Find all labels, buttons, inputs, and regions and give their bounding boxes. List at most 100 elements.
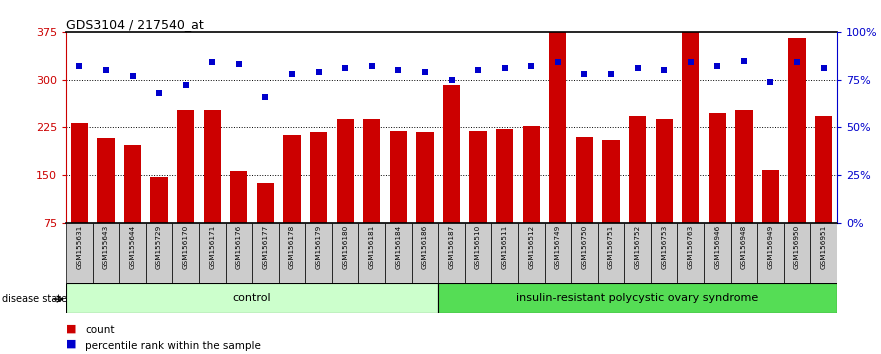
- Bar: [549, 32, 566, 223]
- Bar: [173, 223, 199, 283]
- Bar: [256, 183, 274, 223]
- Text: GSM155643: GSM155643: [103, 225, 109, 269]
- Text: GSM156512: GSM156512: [529, 225, 534, 269]
- Point: [72, 63, 86, 69]
- Bar: [66, 223, 93, 283]
- Bar: [603, 140, 619, 223]
- Bar: [337, 119, 354, 223]
- Bar: [597, 223, 625, 283]
- Bar: [811, 223, 837, 283]
- Point: [577, 71, 591, 77]
- Text: GSM156752: GSM156752: [634, 225, 640, 269]
- Text: GSM156753: GSM156753: [661, 225, 667, 269]
- Bar: [389, 131, 407, 223]
- Text: ■: ■: [66, 339, 77, 349]
- Bar: [470, 131, 486, 223]
- Text: GSM156180: GSM156180: [342, 225, 348, 269]
- Bar: [359, 223, 385, 283]
- Bar: [278, 223, 306, 283]
- Bar: [226, 223, 252, 283]
- Point: [684, 59, 698, 65]
- Text: GDS3104 / 217540_at: GDS3104 / 217540_at: [66, 18, 204, 31]
- Text: GSM155631: GSM155631: [77, 225, 82, 269]
- Bar: [625, 223, 651, 283]
- Bar: [332, 223, 359, 283]
- Point: [444, 77, 458, 82]
- Bar: [762, 170, 779, 223]
- Bar: [655, 119, 673, 223]
- Point: [524, 63, 538, 69]
- Text: GSM156948: GSM156948: [741, 225, 747, 269]
- Point: [604, 71, 618, 77]
- Point: [232, 62, 246, 67]
- Text: GSM156946: GSM156946: [714, 225, 721, 269]
- Bar: [788, 38, 806, 223]
- Point: [657, 67, 671, 73]
- Point: [764, 79, 778, 84]
- Bar: [757, 223, 784, 283]
- Bar: [784, 223, 811, 283]
- Point: [258, 94, 272, 100]
- Bar: [730, 223, 757, 283]
- Bar: [815, 116, 833, 223]
- Point: [710, 63, 724, 69]
- Point: [179, 82, 193, 88]
- Bar: [544, 223, 571, 283]
- Bar: [518, 223, 544, 283]
- Point: [99, 67, 113, 73]
- Bar: [93, 223, 119, 283]
- Text: GSM156951: GSM156951: [821, 225, 826, 269]
- Bar: [385, 223, 411, 283]
- Bar: [310, 132, 327, 223]
- Bar: [66, 283, 438, 313]
- Point: [205, 59, 219, 65]
- Bar: [682, 32, 700, 223]
- Bar: [465, 223, 492, 283]
- Bar: [199, 223, 226, 283]
- Bar: [119, 223, 146, 283]
- Point: [391, 67, 405, 73]
- Bar: [651, 223, 677, 283]
- Point: [790, 59, 804, 65]
- Bar: [306, 223, 332, 283]
- Bar: [576, 137, 593, 223]
- Text: GSM156510: GSM156510: [475, 225, 481, 269]
- Text: GSM156751: GSM156751: [608, 225, 614, 269]
- Bar: [629, 116, 647, 223]
- Text: GSM156750: GSM156750: [581, 225, 588, 269]
- Text: GSM156186: GSM156186: [422, 225, 428, 269]
- Bar: [438, 283, 837, 313]
- Point: [338, 65, 352, 71]
- Bar: [124, 145, 141, 223]
- Bar: [363, 119, 381, 223]
- Point: [312, 69, 326, 75]
- Point: [125, 73, 139, 79]
- Point: [365, 63, 379, 69]
- Text: GSM156178: GSM156178: [289, 225, 295, 269]
- Bar: [571, 223, 597, 283]
- Text: count: count: [85, 325, 115, 335]
- Text: ■: ■: [66, 324, 77, 333]
- Text: GSM156181: GSM156181: [369, 225, 374, 269]
- Bar: [736, 110, 752, 223]
- Text: GSM156763: GSM156763: [688, 225, 693, 269]
- Bar: [492, 223, 518, 283]
- Text: control: control: [233, 293, 271, 303]
- Point: [152, 90, 167, 96]
- Bar: [438, 223, 465, 283]
- Bar: [522, 126, 540, 223]
- Point: [285, 71, 299, 77]
- Point: [551, 59, 565, 65]
- Bar: [151, 177, 167, 223]
- Text: percentile rank within the sample: percentile rank within the sample: [85, 341, 262, 350]
- Bar: [177, 110, 195, 223]
- Point: [737, 58, 751, 63]
- Point: [817, 65, 831, 71]
- Text: GSM156511: GSM156511: [501, 225, 507, 269]
- Text: GSM155644: GSM155644: [130, 225, 136, 269]
- Bar: [417, 132, 433, 223]
- Text: GSM156184: GSM156184: [396, 225, 402, 269]
- Point: [631, 65, 645, 71]
- Bar: [204, 110, 221, 223]
- Text: GSM156179: GSM156179: [315, 225, 322, 269]
